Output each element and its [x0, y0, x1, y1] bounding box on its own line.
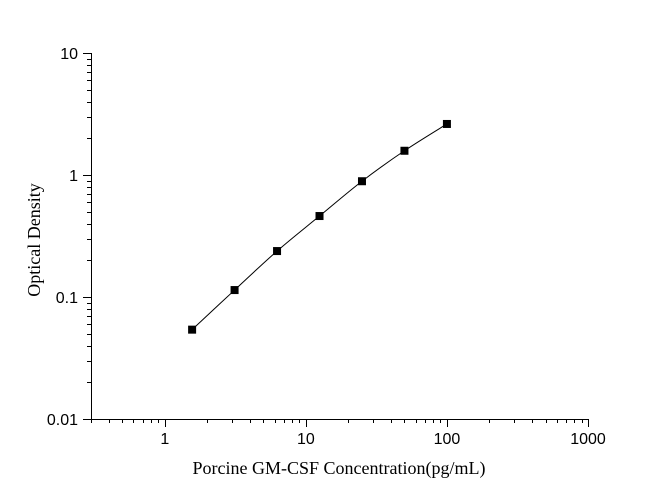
x-tick-label: 1: [160, 431, 169, 448]
data-points: [188, 119, 451, 334]
data-point-marker: [273, 247, 282, 256]
y-minor-ticks: [87, 59, 91, 383]
fitted-curve-line: [191, 123, 448, 331]
y-tick-label: 0.01: [47, 412, 78, 429]
x-tick-label: 100: [434, 431, 461, 448]
y-major-ticks: [83, 53, 91, 420]
data-point-marker: [230, 286, 239, 295]
x-major-ticks: [165, 419, 589, 427]
y-tick-label: 10: [60, 46, 78, 63]
data-point-marker: [400, 146, 409, 155]
y-tick-labels: 0.01 0.1 1 10: [47, 46, 78, 429]
x-tick-label: 10: [297, 431, 315, 448]
y-tick-label: 0.1: [56, 290, 78, 307]
data-point-marker: [357, 177, 366, 186]
data-point-marker: [315, 212, 324, 221]
y-axis-title: Optical Density: [24, 183, 44, 296]
x-axis-title: Porcine GM-CSF Concentration(pg/mL): [193, 458, 486, 479]
x-tick-labels: 1 10 100 1000: [160, 431, 606, 448]
x-tick-label: 1000: [570, 431, 606, 448]
data-point-marker: [188, 325, 197, 334]
y-tick-label: 1: [69, 168, 78, 185]
data-point-marker: [442, 119, 451, 128]
